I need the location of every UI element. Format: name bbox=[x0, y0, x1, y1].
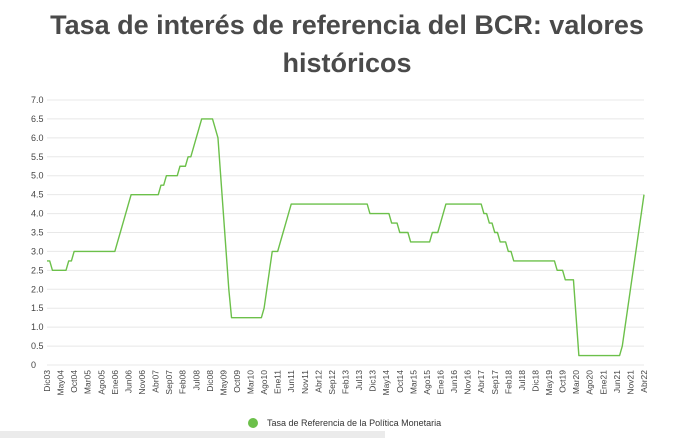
x-tick-label: Jul08 bbox=[191, 370, 201, 391]
legend-label: Tasa de Referencia de la Política Moneta… bbox=[267, 418, 442, 428]
grid bbox=[47, 99, 644, 366]
x-tick-label: Sep17 bbox=[490, 370, 500, 395]
x-tick-label: Ene16 bbox=[435, 370, 445, 395]
y-tick-label: 2.5 bbox=[31, 265, 44, 275]
x-tick-label: Dic03 bbox=[42, 370, 52, 392]
legend-swatch bbox=[248, 418, 258, 428]
x-tick-label: Mar20 bbox=[571, 370, 581, 394]
x-tick-label: Ago10 bbox=[259, 370, 269, 395]
x-tick-label: Nov16 bbox=[463, 370, 473, 395]
x-tick-label: Oct04 bbox=[69, 370, 79, 393]
x-tick-label: Mar05 bbox=[83, 370, 93, 394]
x-tick-label: Abr12 bbox=[313, 370, 323, 393]
x-tick-label: May14 bbox=[381, 370, 391, 396]
x-tick-label: Abr22 bbox=[639, 370, 649, 393]
x-tick-label: Oct14 bbox=[395, 370, 405, 393]
legend[interactable]: Tasa de Referencia de la Política Moneta… bbox=[248, 415, 441, 431]
y-tick-label: 5.5 bbox=[31, 152, 44, 162]
series bbox=[47, 118, 645, 357]
x-tick-label: Dic13 bbox=[368, 370, 378, 392]
x-tick-label: Feb13 bbox=[341, 370, 351, 394]
x-tick-label: Jun16 bbox=[449, 370, 459, 393]
y-tick-label: 6.0 bbox=[31, 133, 44, 143]
footer-scrollbar[interactable] bbox=[0, 431, 385, 438]
y-tick-label: 0.5 bbox=[31, 341, 44, 351]
x-tick-label: Mar10 bbox=[246, 370, 256, 394]
x-tick-label: Jul13 bbox=[354, 370, 364, 391]
x-tick-label: Oct09 bbox=[232, 370, 242, 393]
x-axis: Dic03 May04 Oct04 Mar05 Ago05 Ene06 Jun06 Nov06… bbox=[42, 370, 649, 396]
x-tick-label: Abr07 bbox=[151, 370, 161, 393]
x-tick-label: Nov21 bbox=[625, 370, 635, 395]
x-tick-label: Ago15 bbox=[422, 370, 432, 395]
y-tick-label: 3.0 bbox=[31, 246, 44, 256]
x-tick-label: Oct19 bbox=[558, 370, 568, 393]
x-tick-label: Nov11 bbox=[300, 370, 310, 394]
x-tick-label: May04 bbox=[56, 370, 66, 396]
x-tick-label: Ago20 bbox=[585, 370, 595, 395]
x-tick-label: Ene21 bbox=[598, 370, 608, 395]
x-tick-label: Mar15 bbox=[408, 370, 418, 394]
x-tick-label: Ene06 bbox=[110, 370, 120, 395]
x-tick-label: Feb18 bbox=[503, 370, 513, 394]
x-tick-label: Abr17 bbox=[476, 370, 486, 393]
x-tick-label: Sep07 bbox=[164, 370, 174, 395]
chart-title: Tasa de interés de referencia del BCR: v… bbox=[50, 10, 644, 78]
x-tick-label: Feb08 bbox=[178, 370, 188, 394]
x-tick-label: Ago05 bbox=[96, 370, 106, 395]
y-tick-label: 6.5 bbox=[31, 114, 44, 124]
x-tick-label: Jun06 bbox=[123, 370, 133, 393]
y-tick-label: 7.0 bbox=[31, 95, 44, 105]
y-tick-label: 0 bbox=[31, 360, 36, 370]
y-tick-label: 4.0 bbox=[31, 209, 44, 219]
y-tick-label: 1.0 bbox=[31, 322, 44, 332]
x-tick-label: Dic18 bbox=[530, 370, 540, 392]
x-tick-label: Jun11 bbox=[286, 370, 296, 393]
x-tick-label: Dic08 bbox=[205, 370, 215, 392]
y-tick-label: 1.5 bbox=[31, 303, 44, 313]
y-axis: 0 0.5 1.0 1.5 2.0 2.5 3.0 3.5 4.0 4.5 5.0 5.5 6.0 6.5… bbox=[31, 95, 44, 370]
y-tick-label: 5.0 bbox=[31, 171, 44, 181]
x-tick-label: Sep12 bbox=[327, 370, 337, 395]
x-tick-label: Jul18 bbox=[517, 370, 527, 391]
x-tick-label: Ene11 bbox=[273, 370, 283, 394]
y-tick-label: 3.5 bbox=[31, 228, 44, 238]
x-tick-label: May09 bbox=[218, 370, 228, 396]
y-tick-label: 4.5 bbox=[31, 190, 44, 200]
series-line[interactable] bbox=[47, 118, 645, 357]
y-tick-label: 2.0 bbox=[31, 284, 44, 294]
x-tick-label: Nov06 bbox=[137, 370, 147, 395]
x-tick-label: May19 bbox=[544, 370, 554, 396]
x-tick-label: Jun21 bbox=[612, 370, 622, 393]
